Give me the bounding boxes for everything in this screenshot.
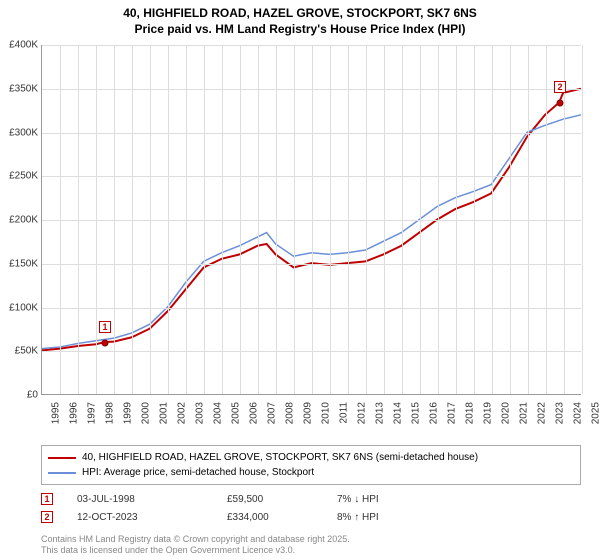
x-tick-label: 2024 bbox=[573, 402, 584, 424]
x-tick-label: 2000 bbox=[141, 402, 152, 424]
gridline-x bbox=[96, 45, 97, 394]
x-tick-label: 2016 bbox=[429, 402, 440, 424]
x-tick-label: 1997 bbox=[87, 402, 98, 424]
x-tick-label: 2005 bbox=[231, 402, 242, 424]
gridline-x bbox=[294, 45, 295, 394]
footer-attribution: Contains HM Land Registry data © Crown c… bbox=[41, 534, 581, 557]
x-tick-label: 1996 bbox=[69, 402, 80, 424]
sale-date: 12-OCT-2023 bbox=[77, 512, 227, 523]
chart-title: 40, HIGHFIELD ROAD, HAZEL GROVE, STOCKPO… bbox=[0, 0, 600, 41]
gridline-x bbox=[474, 45, 475, 394]
x-tick-label: 2022 bbox=[537, 402, 548, 424]
sale-price: £334,000 bbox=[227, 512, 337, 523]
x-tick-label: 1998 bbox=[105, 402, 116, 424]
gridline-x bbox=[510, 45, 511, 394]
x-tick-label: 2025 bbox=[591, 402, 600, 424]
gridline-x bbox=[204, 45, 205, 394]
gridline-x bbox=[60, 45, 61, 394]
gridline-x bbox=[420, 45, 421, 394]
gridline-x bbox=[348, 45, 349, 394]
x-tick-label: 2009 bbox=[303, 402, 314, 424]
x-tick-label: 2001 bbox=[159, 402, 170, 424]
gridline-x bbox=[330, 45, 331, 394]
gridline-x bbox=[402, 45, 403, 394]
sale-delta: 8% ↑ HPI bbox=[337, 512, 447, 523]
sale-delta: 7% ↓ HPI bbox=[337, 494, 447, 505]
x-tick-label: 2017 bbox=[447, 402, 458, 424]
legend-text: 40, HIGHFIELD ROAD, HAZEL GROVE, STOCKPO… bbox=[82, 450, 478, 465]
sale-date: 03-JUL-1998 bbox=[77, 494, 227, 505]
gridline-x bbox=[78, 45, 79, 394]
sale-row-marker: 1 bbox=[41, 493, 53, 505]
sale-marker-dot bbox=[102, 339, 109, 346]
gridline-x bbox=[168, 45, 169, 394]
title-line-1: 40, HIGHFIELD ROAD, HAZEL GROVE, STOCKPO… bbox=[10, 6, 590, 22]
gridline-x bbox=[492, 45, 493, 394]
gridline-x bbox=[150, 45, 151, 394]
sale-row: 2 12-OCT-2023£334,0008% ↑ HPI bbox=[41, 508, 581, 526]
gridline-x bbox=[582, 45, 583, 394]
y-tick-label: £0 bbox=[27, 390, 38, 401]
legend-item: HPI: Average price, semi-detached house,… bbox=[48, 465, 574, 480]
y-tick-label: £150K bbox=[9, 258, 38, 269]
legend-swatch bbox=[48, 472, 76, 474]
y-tick-label: £300K bbox=[9, 127, 38, 138]
gridline-x bbox=[528, 45, 529, 394]
gridline-x bbox=[456, 45, 457, 394]
x-tick-label: 2019 bbox=[483, 402, 494, 424]
legend-text: HPI: Average price, semi-detached house,… bbox=[82, 465, 314, 480]
x-tick-label: 2012 bbox=[357, 402, 368, 424]
y-tick-label: £200K bbox=[9, 215, 38, 226]
y-tick-label: £350K bbox=[9, 83, 38, 94]
gridline-x bbox=[438, 45, 439, 394]
footer-line-1: Contains HM Land Registry data © Crown c… bbox=[41, 534, 581, 545]
x-tick-label: 2023 bbox=[555, 402, 566, 424]
x-tick-label: 2002 bbox=[177, 402, 188, 424]
x-tick-label: 2004 bbox=[213, 402, 224, 424]
gridline-x bbox=[312, 45, 313, 394]
x-tick-label: 2008 bbox=[285, 402, 296, 424]
x-tick-label: 2014 bbox=[393, 402, 404, 424]
x-tick-label: 2020 bbox=[501, 402, 512, 424]
y-tick-label: £100K bbox=[9, 302, 38, 313]
legend: 40, HIGHFIELD ROAD, HAZEL GROVE, STOCKPO… bbox=[41, 445, 581, 485]
x-tick-label: 2006 bbox=[249, 402, 260, 424]
y-tick-label: £250K bbox=[9, 171, 38, 182]
footer-line-2: This data is licensed under the Open Gov… bbox=[41, 545, 581, 556]
sale-marker-dot bbox=[557, 99, 564, 106]
y-tick-label: £50K bbox=[15, 346, 38, 357]
sale-price: £59,500 bbox=[227, 494, 337, 505]
x-tick-label: 2015 bbox=[411, 402, 422, 424]
title-line-2: Price paid vs. HM Land Registry's House … bbox=[10, 22, 590, 38]
gridline-x bbox=[366, 45, 367, 394]
gridline-x bbox=[186, 45, 187, 394]
chart-plot-area: 12 bbox=[41, 45, 581, 395]
x-tick-label: 2007 bbox=[267, 402, 278, 424]
legend-swatch bbox=[48, 457, 76, 459]
x-tick-label: 2013 bbox=[375, 402, 386, 424]
x-tick-label: 2018 bbox=[465, 402, 476, 424]
x-tick-label: 1999 bbox=[123, 402, 134, 424]
gridline-x bbox=[114, 45, 115, 394]
gridline-x bbox=[240, 45, 241, 394]
gridline-x bbox=[132, 45, 133, 394]
x-tick-label: 2003 bbox=[195, 402, 206, 424]
gridline-x bbox=[276, 45, 277, 394]
sale-row-marker: 2 bbox=[41, 511, 53, 523]
x-tick-label: 2021 bbox=[519, 402, 530, 424]
sale-row: 1 03-JUL-1998£59,5007% ↓ HPI bbox=[41, 490, 581, 508]
gridline-x bbox=[384, 45, 385, 394]
y-tick-label: £400K bbox=[9, 40, 38, 51]
gridline-x bbox=[564, 45, 565, 394]
x-tick-label: 1995 bbox=[51, 402, 62, 424]
legend-item: 40, HIGHFIELD ROAD, HAZEL GROVE, STOCKPO… bbox=[48, 450, 574, 465]
gridline-x bbox=[222, 45, 223, 394]
x-tick-label: 2010 bbox=[321, 402, 332, 424]
sales-table: 1 03-JUL-1998£59,5007% ↓ HPI 2 12-OCT-2023£… bbox=[41, 490, 581, 526]
sale-marker-label: 2 bbox=[554, 81, 566, 93]
sale-marker-label: 1 bbox=[99, 321, 111, 333]
x-tick-label: 2011 bbox=[338, 402, 349, 424]
gridline-x bbox=[258, 45, 259, 394]
gridline-x bbox=[546, 45, 547, 394]
